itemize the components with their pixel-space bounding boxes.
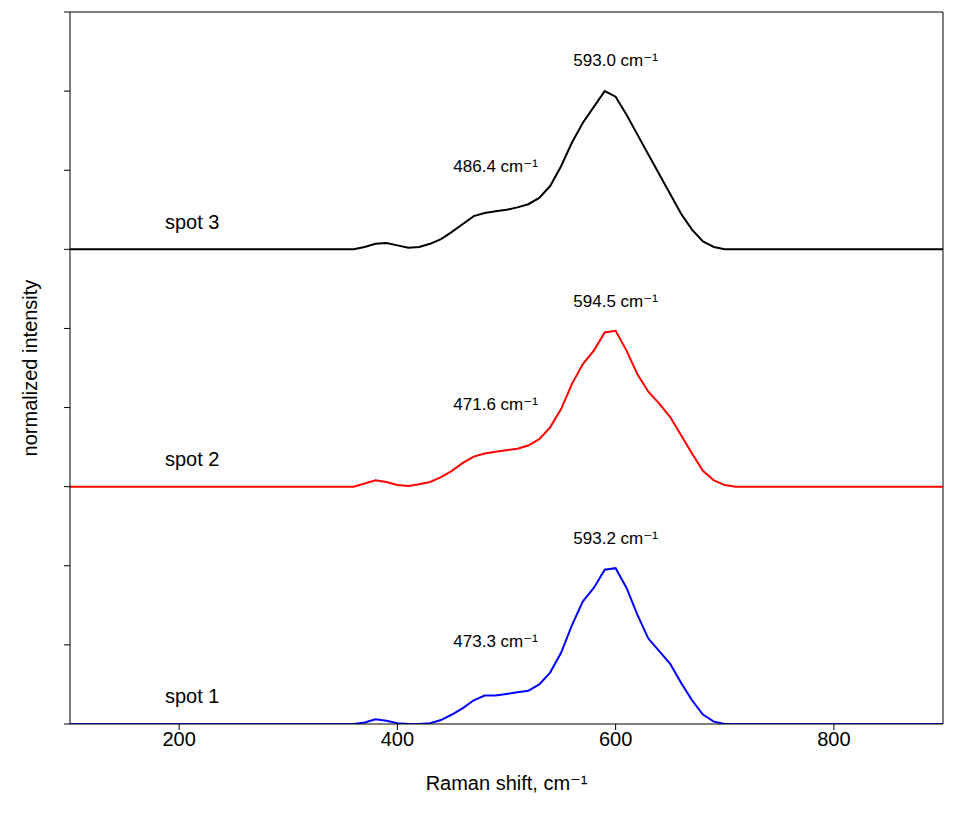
svg-text:593.0 cm⁻¹: 593.0 cm⁻¹ (573, 51, 658, 70)
svg-text:473.3 cm⁻¹: 473.3 cm⁻¹ (453, 632, 538, 651)
svg-text:400: 400 (381, 728, 414, 750)
svg-text:594.5 cm⁻¹: 594.5 cm⁻¹ (573, 292, 658, 311)
svg-text:471.6 cm⁻¹: 471.6 cm⁻¹ (453, 395, 538, 414)
svg-text:normalized intensity: normalized intensity (19, 280, 41, 457)
svg-text:spot 1: spot 1 (165, 685, 219, 707)
svg-text:593.2 cm⁻¹: 593.2 cm⁻¹ (573, 529, 658, 548)
svg-text:Raman shift, cm⁻¹: Raman shift, cm⁻¹ (426, 772, 588, 794)
svg-text:486.4 cm⁻¹: 486.4 cm⁻¹ (453, 157, 538, 176)
svg-text:spot 3: spot 3 (165, 211, 219, 233)
svg-text:200: 200 (162, 728, 195, 750)
svg-text:600: 600 (599, 728, 632, 750)
svg-text:spot 2: spot 2 (165, 448, 219, 470)
svg-text:800: 800 (817, 728, 850, 750)
